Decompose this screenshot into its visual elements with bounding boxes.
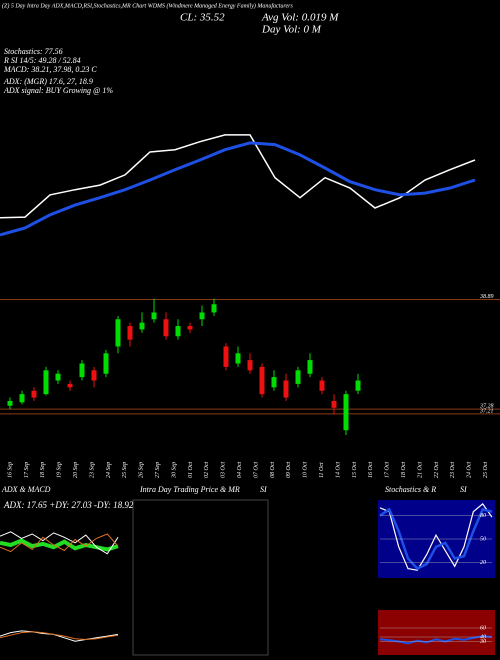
x-tick-label: 23 Sep bbox=[89, 462, 95, 478]
candle-body bbox=[271, 377, 277, 388]
chart-title: (Z) 5 Day Intra Day ADX,MACD,RSI,Stochas… bbox=[2, 2, 294, 9]
x-tick-label: 23 Oct bbox=[450, 462, 456, 478]
y-tick-label: 40 bbox=[480, 633, 486, 640]
candle-body bbox=[307, 360, 313, 374]
y-tick-label: 37.21 bbox=[479, 408, 494, 414]
x-tick-label: 16 Oct bbox=[368, 462, 374, 478]
candle-body bbox=[19, 394, 25, 403]
x-tick-label: 04 Oct bbox=[236, 462, 243, 478]
x-tick-label: 01 Oct bbox=[188, 462, 194, 478]
series-line bbox=[0, 531, 119, 555]
annotation: ADX signal: BUY Growing @ 1% bbox=[3, 86, 113, 95]
candle-body bbox=[343, 394, 349, 431]
panel-title: Stochastics & R bbox=[385, 485, 436, 494]
x-tick-label: 22 Oct bbox=[434, 462, 440, 478]
x-tick-label: 18 Oct bbox=[401, 462, 407, 478]
panel-title: ADX & MACD bbox=[1, 485, 51, 494]
x-tick-label: 11 Oct bbox=[319, 462, 325, 478]
candle-body bbox=[43, 370, 49, 395]
y-tick-label: 30 bbox=[479, 639, 486, 645]
x-tick-label: 27 Sep bbox=[155, 462, 161, 478]
annotation: CL: 35.52 bbox=[180, 12, 225, 24]
series-line bbox=[0, 630, 119, 642]
candle-body bbox=[67, 383, 73, 388]
panel-title: Intra Day Trading Price & MR bbox=[139, 485, 240, 494]
series-line bbox=[379, 503, 493, 571]
x-tick-label: 10 Oct bbox=[303, 462, 309, 478]
x-tick-label: 17 Oct bbox=[385, 462, 391, 478]
x-tick-label: 25 Oct bbox=[483, 462, 489, 478]
candle-body bbox=[79, 363, 85, 378]
annotation: Day Vol: 0 M bbox=[261, 24, 322, 36]
panel-subtitle: ADX: 17.65 +DY: 27.03 -DY: 18.92 bbox=[3, 500, 134, 510]
candle-body bbox=[235, 353, 241, 364]
mr-panel bbox=[132, 499, 269, 656]
series-line bbox=[379, 507, 493, 571]
candle-body bbox=[115, 319, 121, 347]
panel-bg bbox=[378, 610, 495, 655]
x-tick-label: 30 Sep bbox=[171, 462, 177, 479]
candle-body bbox=[127, 326, 133, 340]
annotation: ADX: (MGR) 17.6, 27, 18.9 bbox=[3, 77, 93, 86]
x-tick-label: 24 Oct bbox=[466, 462, 473, 478]
annotation: Avg Vol: 0.019 M bbox=[261, 12, 339, 24]
candle-body bbox=[31, 390, 37, 398]
x-tick-label: 24 Sep bbox=[105, 462, 112, 478]
x-tick-label: 25 Sep bbox=[122, 462, 128, 478]
candle-body bbox=[91, 370, 97, 381]
series-line bbox=[0, 538, 119, 552]
candle-body bbox=[211, 304, 217, 313]
candle-body bbox=[199, 312, 205, 320]
x-tick-label: 18 Sep bbox=[40, 462, 46, 478]
y-tick-label: 37.28 bbox=[479, 403, 494, 409]
x-tick-label: 17 Sep bbox=[24, 462, 30, 478]
y-tick-label: 20 bbox=[480, 560, 486, 566]
series-line bbox=[0, 141, 476, 237]
x-tick-label: 26 Sep bbox=[139, 462, 145, 478]
x-tick-label: 21 Oct bbox=[417, 462, 423, 478]
candle-body bbox=[175, 326, 181, 337]
x-tick-label: 19 Sep bbox=[57, 462, 63, 478]
y-tick-label: 50 bbox=[480, 536, 486, 542]
x-tick-label: 07 Oct bbox=[253, 462, 259, 478]
x-tick-label: 02 Oct bbox=[204, 462, 210, 478]
annotation: Stochastics: 77.56 bbox=[4, 47, 63, 56]
annotation: MACD: 38.21, 37.98, 0.23 C bbox=[3, 65, 97, 74]
panel-bg bbox=[0, 512, 125, 567]
candle-body bbox=[319, 380, 325, 391]
y-tick-label: 60 bbox=[480, 625, 486, 631]
panel-subtitle: SI bbox=[260, 485, 267, 494]
x-tick-label: 15 Oct bbox=[352, 462, 358, 478]
candle-body bbox=[259, 366, 265, 395]
x-tick-label: 03 Oct bbox=[221, 462, 227, 478]
x-tick-label: 08 Oct bbox=[270, 462, 276, 478]
panel-subtitle: SI bbox=[460, 485, 467, 494]
candle-body bbox=[355, 380, 361, 391]
candle-body bbox=[7, 400, 13, 406]
x-tick-label: 14 Oct bbox=[334, 462, 341, 478]
x-tick-label: 20 Sep bbox=[73, 462, 79, 478]
candle-body bbox=[139, 322, 145, 330]
series-line bbox=[0, 533, 119, 553]
candle-body bbox=[331, 400, 337, 408]
candle-body bbox=[187, 326, 193, 330]
series-line bbox=[0, 631, 119, 641]
candle-body bbox=[103, 353, 109, 374]
series-line bbox=[0, 134, 476, 219]
x-tick-label: 16 Sep bbox=[7, 462, 13, 478]
y-tick-label: 38.89 bbox=[479, 294, 494, 300]
candle-body bbox=[223, 346, 229, 367]
x-tick-label: 09 Oct bbox=[286, 462, 292, 478]
annotation: R SI 14/5: 49.28 / 52.84 bbox=[3, 56, 81, 65]
candle-body bbox=[55, 373, 61, 381]
candle-body bbox=[151, 312, 157, 320]
candle-body bbox=[163, 319, 169, 337]
candle-body bbox=[283, 380, 289, 398]
candle-body bbox=[295, 370, 301, 384]
candle-body bbox=[247, 360, 253, 371]
y-tick-label: 80 bbox=[480, 513, 486, 519]
